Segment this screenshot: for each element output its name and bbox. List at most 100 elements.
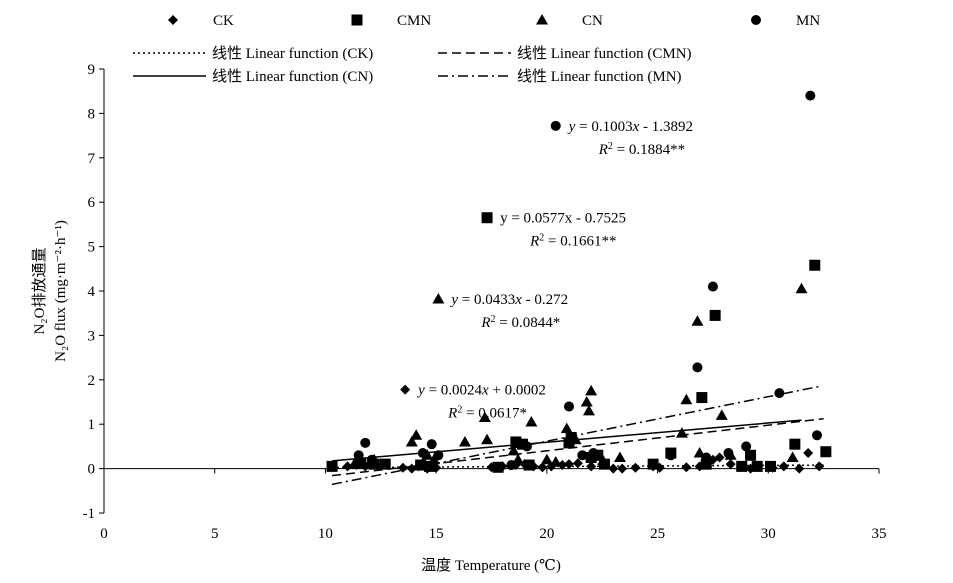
point-cmn: [598, 458, 610, 470]
point-cmn: [326, 460, 338, 472]
y-tick-label: 7: [88, 151, 96, 167]
point-mn: [426, 439, 437, 450]
legend-marker-cmn: [351, 14, 363, 26]
point-mn: [805, 90, 816, 101]
legend-line-label: 线性 Linear function (CMN): [517, 45, 692, 62]
point-cmn: [820, 446, 832, 458]
y-tick-label: 8: [88, 106, 96, 122]
annotation-r2-cn: R2 = 0.0844*: [480, 313, 560, 331]
y-tick-label: 6: [88, 195, 96, 211]
legend-line-label: 线性 Linear function (CK): [212, 45, 373, 62]
point-cn: [427, 453, 440, 465]
y-axis-title-line1: N₂O排放通量: [31, 248, 48, 335]
annotation-equation-cn: y = 0.0433x - 0.272: [449, 292, 568, 308]
legend-label-ck: CK: [213, 13, 234, 29]
plot-area: y = 0.1003x - 1.3892 R2 = 0.1884** y = 0.0…: [326, 90, 832, 486]
y-tick-label: 9: [88, 62, 96, 78]
point-ck: [630, 462, 641, 473]
point-mn: [521, 441, 532, 452]
point-ck: [572, 458, 583, 469]
point-cmn: [379, 458, 391, 470]
point-cmn: [424, 460, 435, 472]
annotation-r2-cmn: R2 = 0.1661**: [529, 232, 616, 250]
legend: CK CMN CN MN 线性 Linear function (CK) 线性 Linea…: [133, 13, 820, 85]
point-mn: [564, 401, 574, 412]
legend-label-cmn: CMN: [397, 13, 431, 29]
annotation-marker-ck: [400, 384, 411, 395]
point-cmn: [745, 449, 757, 461]
point-ck: [714, 452, 725, 463]
point-cmn: [565, 432, 577, 444]
y-tick-label: 5: [88, 240, 96, 256]
y-tick-label: 4: [88, 284, 96, 300]
annotation-r2-mn: R2 = 0.1884**: [598, 140, 685, 158]
x-tick-label: 15: [429, 526, 444, 542]
point-cn: [582, 404, 595, 416]
point-cmn: [709, 309, 721, 321]
x-axis-title: 温度 Temperature (℃): [421, 557, 561, 574]
annotation-marker-cn: [432, 292, 445, 304]
point-cn: [795, 282, 808, 294]
y-axis-title-line2: N₂O flux (mg·m⁻²·h⁻¹): [53, 220, 69, 362]
x-tick-label: 10: [318, 526, 333, 542]
point-cn: [691, 315, 704, 326]
annotation-marker-cmn: [481, 212, 493, 224]
point-ck: [803, 448, 814, 459]
point-cn: [348, 458, 361, 469]
point-cn: [569, 433, 582, 445]
point-cmn: [647, 458, 659, 470]
x-tick-label: 0: [100, 526, 108, 542]
point-cmn: [523, 459, 535, 471]
point-mn: [513, 437, 524, 448]
legend-label-mn: MN: [796, 13, 820, 29]
point-cmn: [809, 259, 821, 271]
point-cmn: [736, 460, 748, 472]
point-mn: [774, 388, 785, 399]
point-ck: [537, 462, 548, 473]
point-mn: [360, 437, 371, 448]
y-tick-label: 0: [88, 462, 96, 478]
x-tick-label: 35: [872, 526, 887, 542]
x-tick-label: 20: [539, 526, 554, 542]
legend-marker-mn: [751, 15, 761, 25]
annotation-equation-cmn: y = 0.0577x - 0.7525: [500, 211, 626, 227]
legend-line-label: 线性 Linear function (MN): [517, 68, 682, 85]
point-cn: [580, 396, 593, 407]
point-mn: [723, 448, 734, 459]
point-cmn: [751, 460, 763, 472]
point-cn: [507, 444, 520, 456]
point-cn: [481, 433, 494, 445]
annotation-equation-mn: y = 0.1003x - 1.3892: [567, 119, 693, 135]
legend-label-cn: CN: [582, 13, 603, 29]
y-tick-label: 3: [88, 328, 96, 344]
point-cn: [525, 415, 538, 427]
point-cn: [478, 411, 491, 423]
point-mn: [433, 450, 444, 461]
y-tick-label: -1: [83, 506, 96, 522]
y-axis-title: N₂O排放通量 N₂O flux (mg·m⁻²·h⁻¹): [31, 220, 69, 362]
point-cn: [458, 435, 471, 447]
point-cn: [410, 429, 423, 440]
y-tick-label: 2: [88, 373, 96, 389]
point-mn: [366, 454, 377, 465]
annotation-equation-ck: y = 0.0024x + 0.0002: [416, 383, 546, 399]
point-ck: [778, 461, 789, 472]
x-tick-label: 5: [211, 526, 219, 542]
point-ck: [557, 460, 568, 471]
point-ck: [814, 461, 825, 472]
legend-line-label: 线性 Linear function (CN): [212, 68, 373, 85]
fit-line-cmn: [331, 418, 824, 477]
point-cmn: [789, 438, 801, 450]
point-mn: [812, 430, 822, 441]
point-cn: [405, 435, 418, 447]
point-ck: [397, 462, 408, 473]
point-mn: [506, 460, 517, 471]
y-tick-label: 1: [88, 417, 96, 433]
point-mn: [353, 450, 364, 461]
point-cmn: [415, 459, 427, 471]
point-mn: [707, 281, 718, 292]
point-cn: [613, 451, 626, 462]
point-mn: [588, 448, 599, 459]
